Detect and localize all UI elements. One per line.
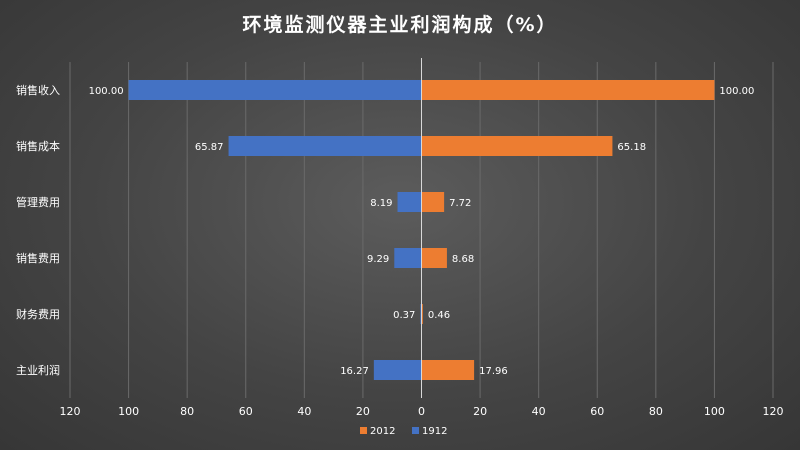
bar-2012 [421, 192, 445, 212]
bar-2012 [421, 136, 613, 156]
data-label: 65.87 [195, 142, 224, 153]
x-tick-label: 80 [180, 405, 194, 418]
data-label: 65.18 [617, 142, 646, 153]
bar-2012 [421, 360, 475, 380]
category-label: 财务费用 [16, 307, 60, 321]
category-label: 销售收入 [16, 83, 60, 97]
data-label: 9.29 [367, 254, 389, 265]
data-label: 100.00 [719, 86, 754, 97]
bar-2012 [421, 304, 423, 324]
bar-1912 [397, 192, 422, 212]
x-tick-label: 60 [239, 405, 253, 418]
bar-1912 [373, 360, 422, 380]
x-tick-label: 40 [297, 405, 311, 418]
legend-swatch-1912 [412, 427, 419, 434]
x-tick-label: 20 [473, 405, 487, 418]
bar-2012 [421, 80, 715, 100]
x-tick-label: 100 [704, 405, 725, 418]
data-label: 0.46 [428, 310, 450, 321]
x-tick-label: 60 [590, 405, 604, 418]
bar-2012 [421, 248, 447, 268]
category-label: 销售成本 [16, 139, 60, 153]
category-label: 销售费用 [16, 251, 60, 265]
legend-label-1912: 1912 [422, 426, 447, 437]
category-label: 管理费用 [16, 195, 60, 209]
x-tick-label: 100 [118, 405, 139, 418]
bar-1912 [228, 136, 422, 156]
data-label: 16.27 [340, 366, 369, 377]
data-label: 17.96 [479, 366, 508, 377]
data-label: 7.72 [449, 198, 471, 209]
x-tick-label: 120 [60, 405, 81, 418]
data-label: 100.00 [89, 86, 124, 97]
category-label: 主业利润 [16, 363, 60, 377]
data-label: 8.19 [370, 198, 392, 209]
x-tick-label: 0 [418, 405, 425, 418]
legend-swatch-2012 [360, 427, 367, 434]
data-label: 0.37 [393, 310, 415, 321]
legend-label-2012: 2012 [370, 426, 395, 437]
x-tick-label: 80 [649, 405, 663, 418]
bar-1912 [394, 248, 422, 268]
bar-1912 [128, 80, 422, 100]
x-tick-label: 40 [532, 405, 546, 418]
x-tick-label: 120 [763, 405, 784, 418]
x-tick-label: 20 [356, 405, 370, 418]
bar-1912 [420, 304, 422, 324]
chart-title: 环境监测仪器主业利润构成（%） [242, 14, 558, 36]
data-label: 8.68 [452, 254, 474, 265]
